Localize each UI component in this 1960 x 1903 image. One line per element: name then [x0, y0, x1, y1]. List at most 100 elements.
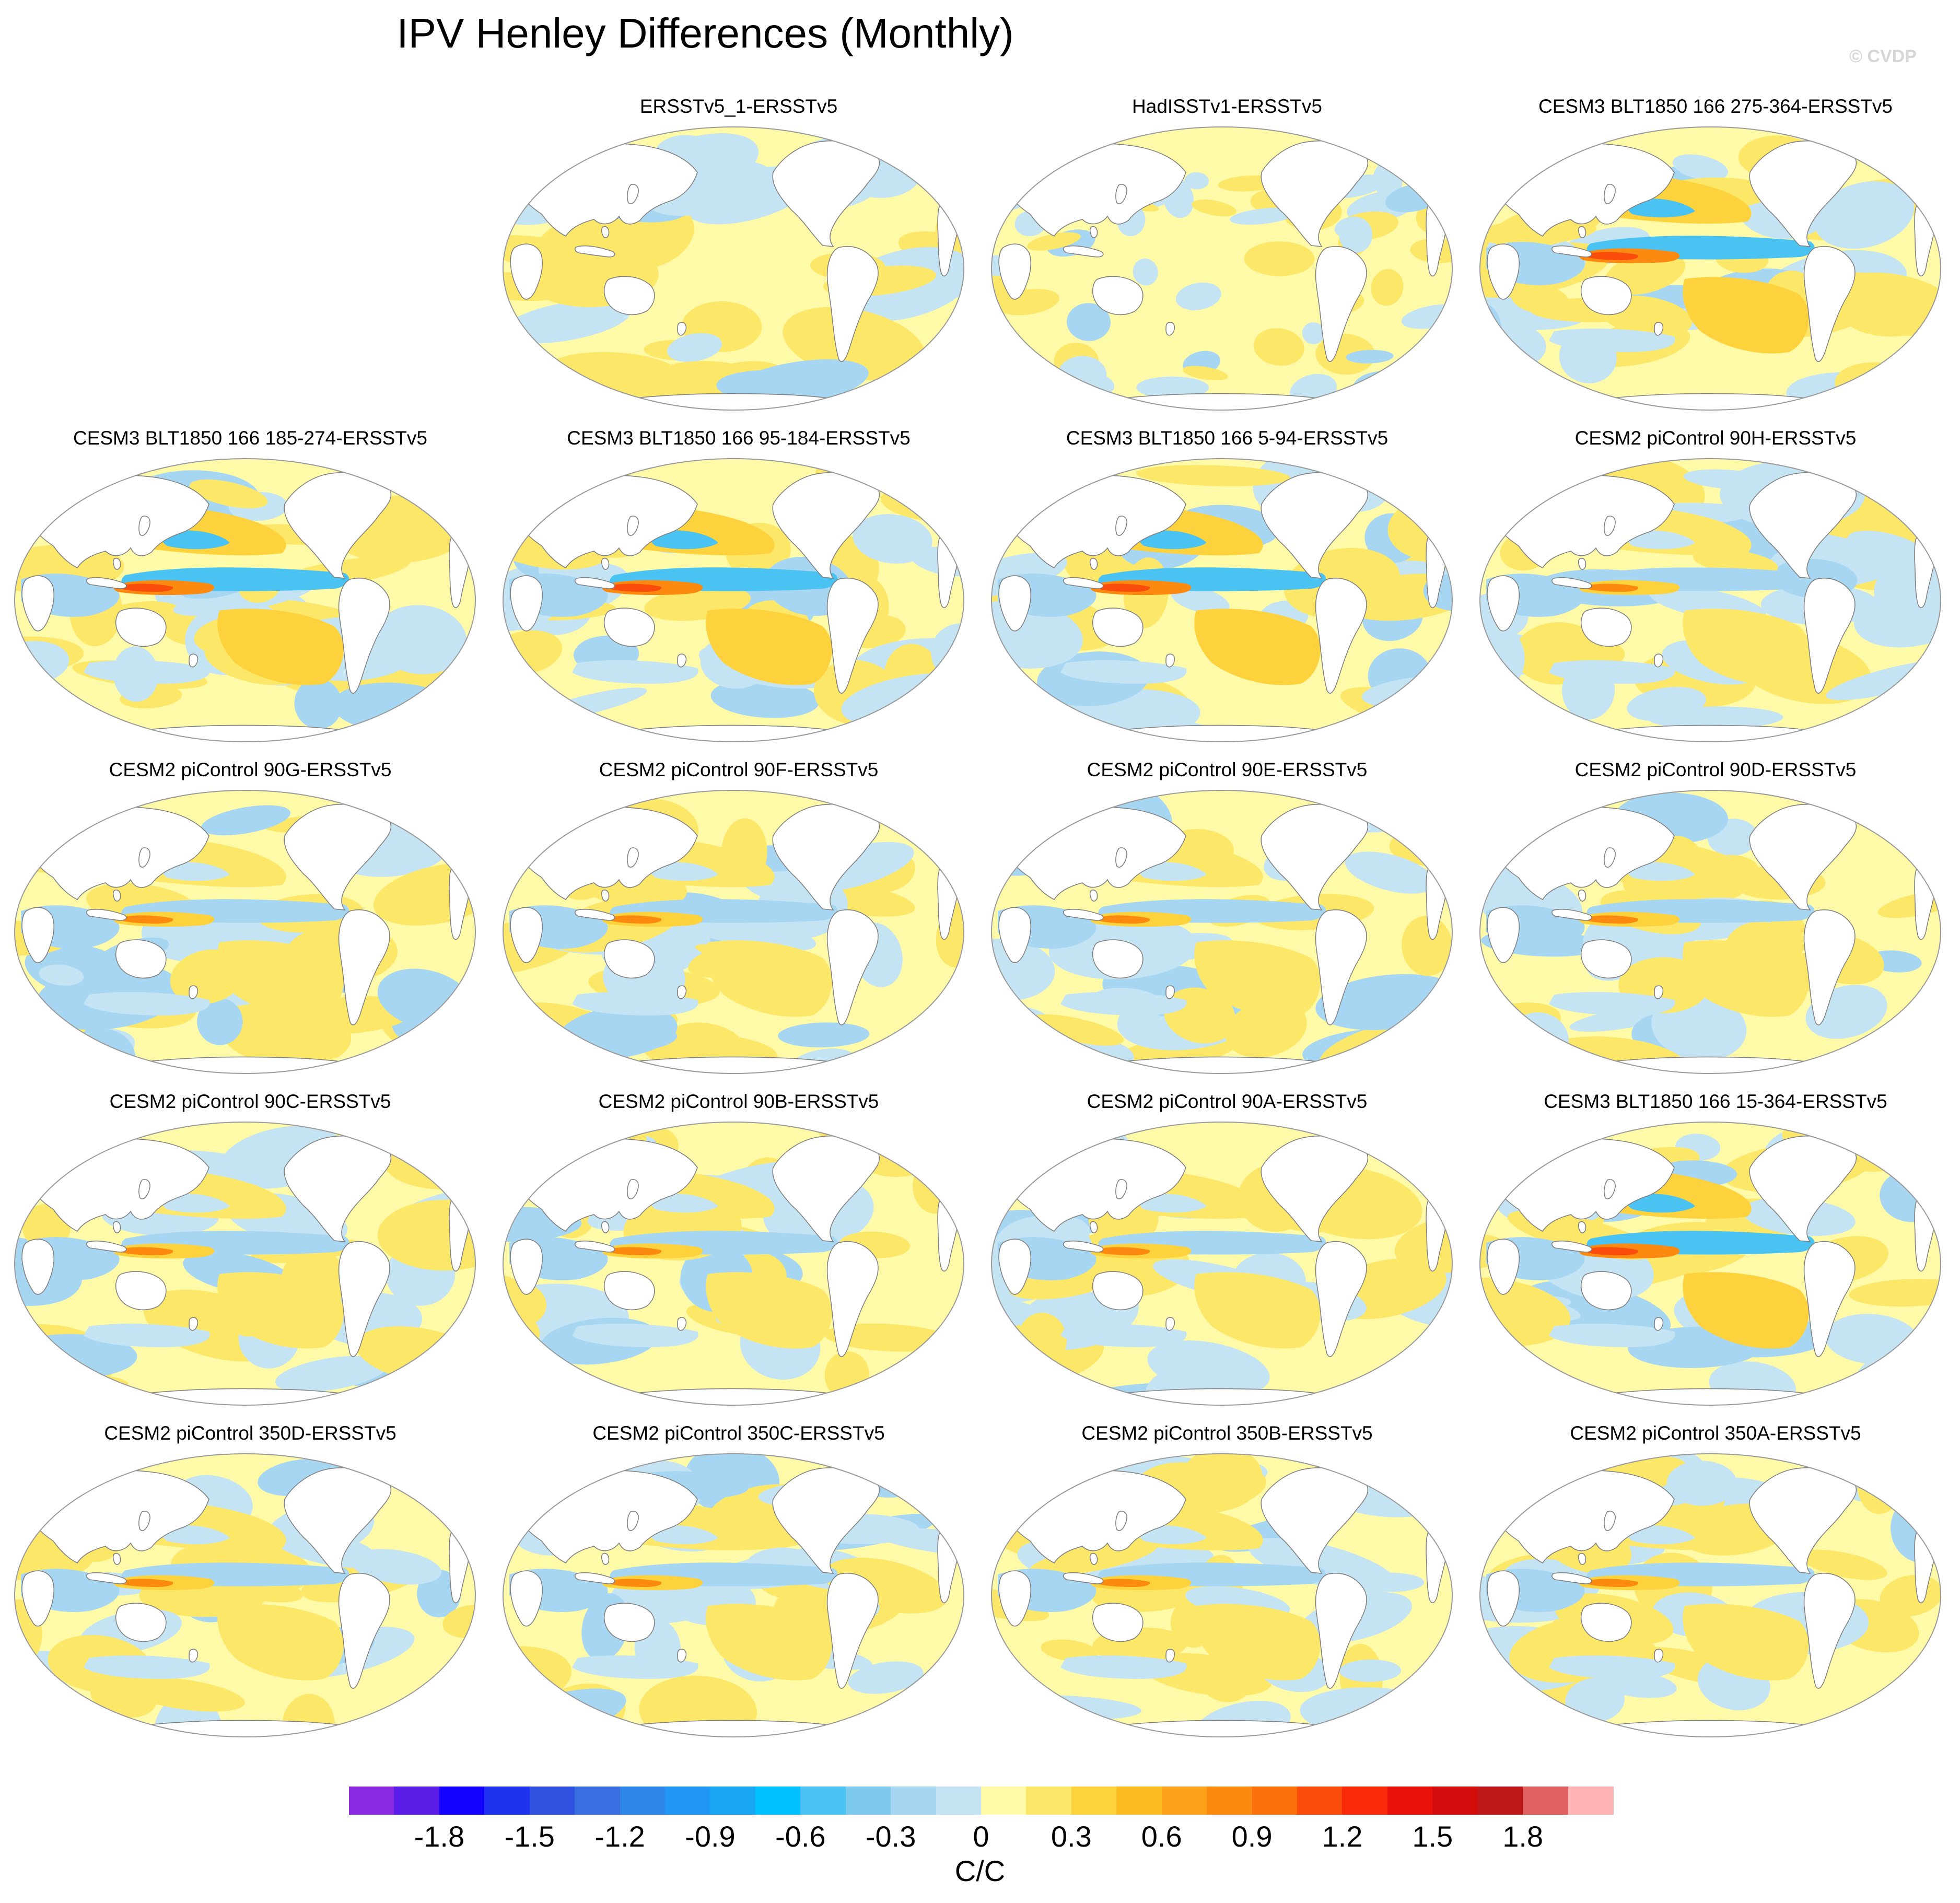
map-panel: CESM2 piControl 90C-ERSSTv5	[10, 1089, 490, 1410]
warm-anomaly-region	[1480, 1277, 1571, 1346]
map-outline	[1479, 1453, 1941, 1737]
land-nz	[1654, 322, 1664, 336]
kuroshio-cool-region	[650, 530, 718, 550]
land-australia	[603, 1603, 655, 1642]
land-indonesia	[1551, 245, 1592, 258]
colorbar-segment	[665, 1787, 711, 1815]
colorbar-segment	[529, 1787, 575, 1815]
warm-anomaly-region	[1041, 1639, 1099, 1662]
land-philippines	[1578, 1552, 1586, 1565]
land-africa	[1487, 907, 1520, 963]
land-indonesia	[574, 1240, 615, 1253]
map-panel: CESM2 piControl 90F-ERSSTv5	[499, 757, 978, 1079]
land-australia	[1580, 1603, 1632, 1642]
land-philippines	[1089, 557, 1098, 570]
map-outline	[503, 790, 964, 1074]
panel-title: CESM2 piControl 350B-ERSSTv5	[1081, 1422, 1373, 1444]
cool-anomaly-region	[1397, 149, 1444, 167]
colorbar-segment	[1207, 1787, 1253, 1815]
land-greenland	[892, 1134, 925, 1163]
land-indonesia	[574, 577, 615, 589]
land-philippines	[1578, 889, 1586, 902]
land-nz	[1654, 985, 1664, 999]
south-pacific-warm-band	[217, 940, 344, 1017]
land-antarctica	[83, 725, 408, 742]
land-indonesia	[574, 245, 615, 258]
panel-title: CESM3 BLT1850 166 275-364-ERSSTv5	[1538, 96, 1893, 117]
land-australia	[115, 939, 167, 979]
land-indonesia	[574, 908, 615, 921]
land-europe	[437, 815, 471, 854]
south-pacific-warm-band	[217, 1604, 344, 1680]
warm-anomaly-region	[123, 1677, 245, 1712]
warm-anomaly-region	[1253, 328, 1304, 366]
sst-difference-map	[1479, 1453, 1941, 1737]
land-europe	[1903, 1147, 1936, 1186]
colorbar-tick-label: -1.5	[504, 1820, 555, 1853]
southern-ocean-cool-band	[572, 660, 698, 684]
colorbar-segment	[484, 1787, 530, 1815]
southern-ocean-cool-band	[572, 1655, 698, 1679]
warm-anomaly-region	[1368, 128, 1418, 164]
cool-anomaly-region	[778, 1022, 870, 1048]
panel-title: CESM2 piControl 90F-ERSSTv5	[599, 759, 879, 780]
colorbar-segment	[800, 1787, 846, 1815]
map-outline	[14, 458, 476, 742]
map-outline	[1479, 126, 1941, 411]
land-samerica	[826, 577, 879, 694]
land-japan	[627, 1179, 639, 1199]
land-japan	[1115, 1511, 1127, 1531]
map-panel: CESM2 piControl 90B-ERSSTv5	[499, 1089, 978, 1410]
map-outline	[503, 458, 964, 742]
colorbar-segment	[936, 1787, 982, 1815]
land-philippines	[1089, 226, 1098, 238]
land-philippines	[1578, 557, 1586, 570]
colorbar-segment	[845, 1787, 891, 1815]
kuroshio-cool-region	[1627, 1194, 1695, 1213]
cool-anomaly-region	[1405, 1360, 1452, 1392]
land-samerica	[1803, 1572, 1856, 1689]
kuroshio-cool-region	[650, 862, 718, 881]
land-greenland	[403, 470, 437, 499]
cool-anomaly-region	[1889, 1040, 1941, 1073]
colorbar-tick-label: -1.2	[594, 1820, 645, 1853]
land-africa	[998, 1570, 1031, 1627]
ocean-background	[991, 127, 1452, 410]
land-europe	[1414, 1147, 1448, 1186]
kuroshio-cool-region	[650, 1525, 718, 1545]
map-panel: CESM2 piControl 350B-ERSSTv5	[987, 1421, 1467, 1742]
warm-anomaly-region	[512, 142, 557, 178]
cool-anomaly-region	[1672, 154, 1728, 181]
colorbar-segment	[1297, 1787, 1343, 1815]
land-europe	[1903, 152, 1936, 191]
sst-difference-map	[503, 1122, 964, 1406]
warm-anomaly-region	[1844, 300, 1928, 337]
land-australia	[603, 939, 655, 979]
panel-title: ERSSTv5_1-ERSSTv5	[639, 96, 838, 117]
land-philippines	[601, 889, 610, 902]
land-antarctica	[571, 1056, 896, 1073]
land-samerica	[826, 1241, 879, 1357]
cool-anomaly-region	[1429, 154, 1452, 177]
panel-title: CESM2 piControl 350C-ERSSTv5	[592, 1422, 885, 1444]
land-samerica	[338, 577, 390, 694]
cool-anomaly-region	[1230, 207, 1297, 225]
land-japan	[138, 516, 150, 536]
land-antarctica	[571, 1720, 896, 1737]
land-greenland	[1869, 138, 1902, 168]
colorbar-segment	[1387, 1787, 1433, 1815]
land-philippines	[112, 889, 121, 902]
colorbar-tick-label: -1.8	[414, 1820, 465, 1853]
south-pacific-warm-band	[706, 940, 832, 1017]
warm-anomaly-region	[423, 1356, 475, 1385]
sst-difference-map	[991, 458, 1453, 742]
panel-title: CESM2 piControl 90H-ERSSTv5	[1574, 427, 1857, 449]
cool-anomaly-region	[853, 514, 932, 564]
land-africa	[1487, 575, 1520, 632]
land-indonesia	[86, 1240, 127, 1253]
land-japan	[138, 847, 150, 868]
warm-anomaly-region	[1511, 284, 1569, 314]
land-africa	[998, 243, 1031, 300]
warm-anomaly-region	[1027, 232, 1081, 251]
land-samerica	[826, 1572, 879, 1689]
